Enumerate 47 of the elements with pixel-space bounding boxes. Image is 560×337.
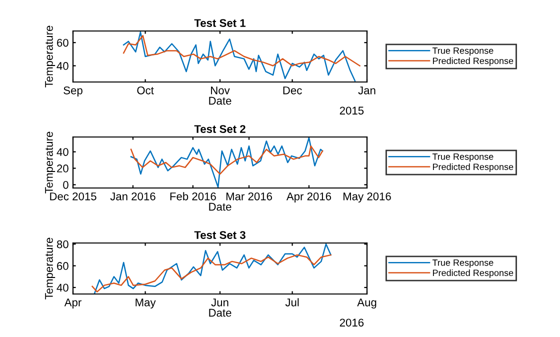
text: True Response	[432, 154, 494, 162]
x-tick-label: Feb 2016	[170, 192, 216, 200]
y-tick-label: 20	[57, 164, 68, 172]
line-series	[94, 243, 332, 294]
line-series	[122, 32, 356, 82]
legend-label: True Response	[432, 260, 494, 268]
x-tick-label: Dec 2015	[50, 192, 96, 200]
text: 2015	[340, 106, 364, 115]
y-tick-label: 60	[57, 262, 68, 270]
legend-label: Predicted Response	[432, 269, 514, 278]
line-series	[92, 254, 332, 292]
x-tick-label: Sep	[64, 86, 82, 97]
chart-title: Test Set 1	[194, 19, 246, 27]
text: 2016	[340, 318, 364, 327]
x-axis-title: Date	[209, 96, 232, 105]
x-tick-label: Apr 2016	[286, 192, 332, 203]
y-tick-label: 80	[56, 240, 68, 248]
x-tick-label: Mar 2016	[226, 192, 272, 200]
x-axis-title: Date	[209, 308, 232, 317]
x-tick-label: May 2016	[344, 192, 391, 203]
chart-title: Test Set 2	[194, 125, 246, 133]
text: Predicted Response	[432, 163, 514, 172]
chart-title: Test Set 3	[194, 231, 246, 239]
y-tick-label: 40	[56, 284, 68, 292]
x-tick-label: Apr	[64, 298, 82, 309]
legend-label: True Response	[432, 48, 494, 56]
y-axis-title: Temperature	[45, 238, 56, 300]
line-series	[122, 35, 360, 66]
y-tick-label: 60	[57, 38, 68, 47]
x-tick-label: Jul	[285, 298, 299, 306]
line-series	[130, 137, 324, 188]
y-tick-label: 40	[56, 62, 68, 70]
y-tick-label: 40	[56, 148, 68, 156]
y-axis-title: Temperature	[45, 26, 56, 88]
x-tick-label: Jun	[211, 298, 228, 306]
x-tick-label: May	[136, 298, 156, 309]
x-tick-label: Jan 2016	[110, 192, 156, 200]
x-tick-label: Aug	[357, 298, 376, 309]
x-tick-label: Oct	[137, 86, 154, 94]
x-axis-title: Date	[209, 202, 232, 211]
x-tick-label: Jan	[358, 86, 376, 94]
x-tick-label: Nov	[211, 86, 230, 94]
x-tick-label: Dec	[283, 86, 302, 94]
legend-label: Predicted Response	[432, 57, 514, 66]
y-axis-title: Temperature	[45, 132, 56, 194]
line-series	[130, 145, 324, 175]
y-tick-label: 0	[63, 180, 68, 189]
